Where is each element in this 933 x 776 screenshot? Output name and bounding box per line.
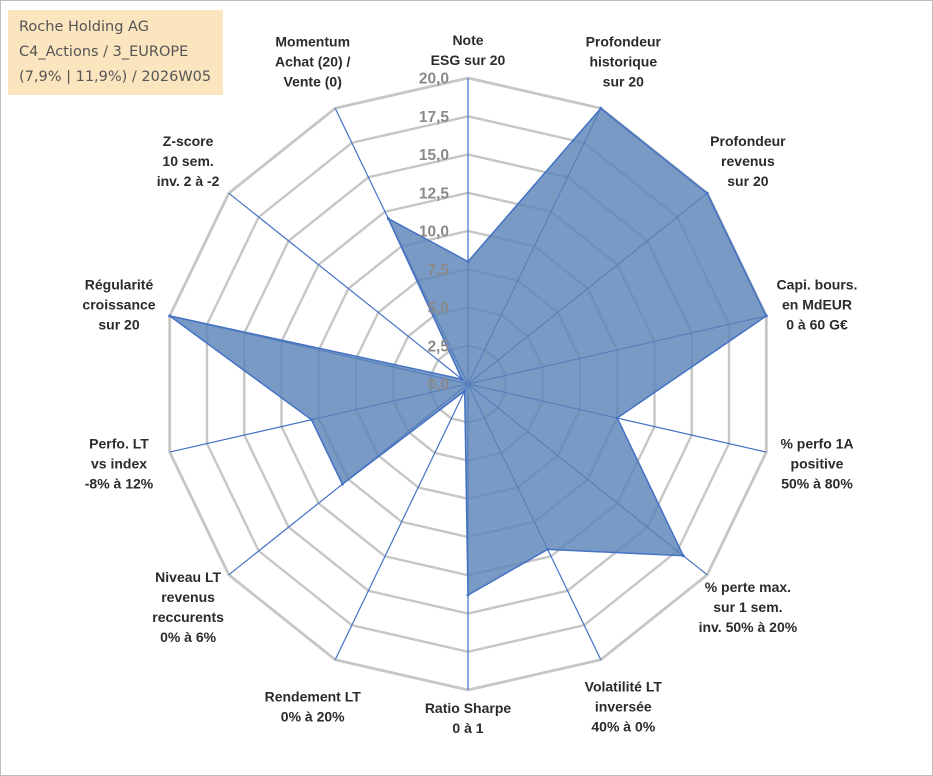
axis-label-9: Rendement LT 0% à 20% <box>265 689 362 725</box>
performance-week: (7,9% | 11,9%) / 2026W05 <box>19 69 212 85</box>
axis-label-12: Régularité croissance sur 20 <box>82 276 155 332</box>
data-point-8 <box>466 593 470 597</box>
data-point-3 <box>705 191 709 195</box>
axis-label-line: Profondeur <box>586 34 662 50</box>
axis-label-line: sur 1 sem. <box>713 599 782 615</box>
axis-label-7: Volatilité LT inversée 40% à 0% <box>585 679 663 735</box>
axis-label-5: % perfo 1A positive 50% à 80% <box>780 436 853 492</box>
title-box: Roche Holding AG C4_Actions / 3_EUROPE (… <box>8 10 223 95</box>
data-point-2 <box>599 106 603 110</box>
axis-label-line: inv. 50% à 20% <box>699 619 798 635</box>
radar-axis-labels: Note ESG sur 20 Profondeur historique sur 20… <box>82 32 857 736</box>
portfolio-category: C4_Actions / 3_EUROPE <box>19 44 189 60</box>
axis-label-line: Perfo. LT <box>89 436 149 452</box>
axis-label-line: croissance <box>82 296 155 312</box>
data-point-10 <box>340 482 344 486</box>
axis-label-line: inv. 2 à -2 <box>157 173 220 189</box>
data-point-4 <box>764 314 768 318</box>
axis-label-10: Niveau LT revenus reccurents 0% à 6% <box>152 569 224 645</box>
axis-label-line: Note <box>452 32 483 48</box>
axis-label-14: Momentum Achat (20) / Vente (0) <box>275 34 351 90</box>
axis-label-line: -8% à 12% <box>85 476 154 492</box>
company-name: Roche Holding AG <box>19 19 149 35</box>
axis-label-line: Profondeur <box>710 133 786 149</box>
tick-label: 0,0 <box>427 377 449 394</box>
axis-label-line: sur 20 <box>98 316 139 332</box>
data-point-6 <box>681 554 685 558</box>
axis-label-line: Vente (0) <box>284 74 342 90</box>
radar-tick-labels: 0,0 2,5 5,0 7,5 10,0 12,5 15,0 17,5 20,0 <box>419 71 450 394</box>
data-point-11 <box>309 418 313 422</box>
axis-label-2: Profondeur historique sur 20 <box>586 34 662 90</box>
axis-label-line: 50% à 80% <box>781 476 853 492</box>
axis-label-4: Capi. bours. en MdEUR 0 à 60 G€ <box>777 276 858 332</box>
axis-label-line: sur 20 <box>603 74 644 90</box>
data-point-13 <box>460 377 464 381</box>
axis-label-line: ESG sur 20 <box>431 52 506 68</box>
axis-label-line: historique <box>589 54 657 70</box>
axis-spoke-9 <box>334 383 469 660</box>
data-point-7 <box>546 547 550 551</box>
axis-label-1: Note ESG sur 20 <box>431 32 506 68</box>
tick-label: 15,0 <box>419 147 449 164</box>
axis-label-line: 40% à 0% <box>591 719 655 735</box>
axis-label-line: revenus <box>161 589 215 605</box>
axis-spoke-13 <box>228 192 469 385</box>
axis-label-line: Régularité <box>85 276 154 292</box>
axis-label-line: Rendement LT <box>265 689 362 705</box>
axis-label-11: Perfo. LT vs index -8% à 12% <box>85 436 154 492</box>
axis-label-line: Capi. bours. <box>777 276 858 292</box>
axis-label-line: 0 à 60 G€ <box>786 316 848 332</box>
axis-label-line: Momentum <box>275 34 350 50</box>
data-point-1 <box>466 260 470 264</box>
axis-label-line: sur 20 <box>727 173 768 189</box>
axis-label-line: 0 à 1 <box>452 720 483 736</box>
data-point-12 <box>168 314 172 318</box>
axis-label-13: Z-score 10 sem. inv. 2 à -2 <box>157 133 220 189</box>
data-point-9 <box>463 389 467 393</box>
axis-label-line: Volatilité LT <box>585 679 663 695</box>
radar-series <box>168 106 768 597</box>
axis-label-line: Ratio Sharpe <box>425 700 512 716</box>
axis-label-line: % perte max. <box>705 579 791 595</box>
axis-label-line: inversée <box>595 699 652 715</box>
tick-label: 12,5 <box>419 185 450 202</box>
tick-label: 10,0 <box>419 224 449 241</box>
axis-label-line: 10 sem. <box>162 153 213 169</box>
axis-label-8: Ratio Sharpe 0 à 1 <box>425 700 512 736</box>
data-point-14 <box>386 217 390 221</box>
axis-label-line: en MdEUR <box>782 296 852 312</box>
axis-label-line: positive <box>791 456 844 472</box>
tick-label: 17,5 <box>419 109 450 126</box>
axis-label-line: 0% à 20% <box>281 709 345 725</box>
tick-label: 7,5 <box>427 262 449 279</box>
axis-label-line: % perfo 1A <box>780 436 853 452</box>
axis-label-line: Achat (20) / <box>275 54 351 70</box>
axis-label-6: % perte max. sur 1 sem. inv. 50% à 20% <box>699 579 798 635</box>
axis-label-line: 0% à 6% <box>160 629 217 645</box>
tick-label: 5,0 <box>427 300 449 317</box>
axis-label-line: revenus <box>721 153 775 169</box>
tick-label: 2,5 <box>427 338 449 355</box>
data-point-5 <box>615 416 619 420</box>
axis-label-line: Z-score <box>163 133 214 149</box>
axis-label-line: vs index <box>91 456 147 472</box>
axis-label-line: Niveau LT <box>155 569 221 585</box>
axis-label-line: reccurents <box>152 609 224 625</box>
axis-label-3: Profondeur revenus sur 20 <box>710 133 786 189</box>
tick-label: 20,0 <box>419 71 449 88</box>
